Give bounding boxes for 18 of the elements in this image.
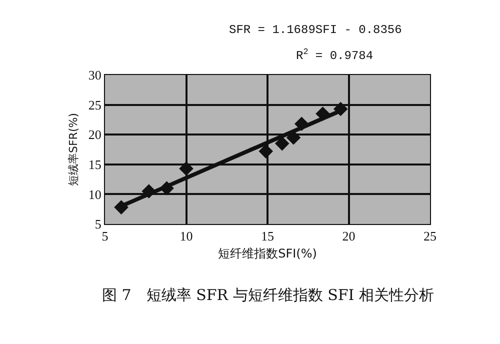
x-tick-label: 25 [424,228,436,244]
x-tick-label: 10 [180,228,193,244]
y-tick-label: 25 [88,97,102,112]
point [258,144,274,158]
point [274,136,290,151]
y-tick-label: 20 [88,127,102,142]
y-tick-label: 5 [94,216,102,232]
y-axis-title: 短绒率SFR(%) [67,113,80,186]
y-tick-label: 30 [88,68,102,83]
y-tick-label: 15 [88,156,102,172]
x-tick-label: 20 [342,228,356,244]
x-tick-label: 15 [261,228,274,244]
y-tick-label: 10 [88,186,102,202]
text: SFR = 1.1689SFI - 0.8356 [229,23,402,37]
caption: 图 7 短绒率 SFR 与短纤维指数 SFI 相关性分析 [102,286,434,304]
text: R$^{2}$ = 0.9784 [296,47,374,64]
x-axis-title: 短纤维指数SFI(%) [218,246,317,260]
point [179,161,194,176]
